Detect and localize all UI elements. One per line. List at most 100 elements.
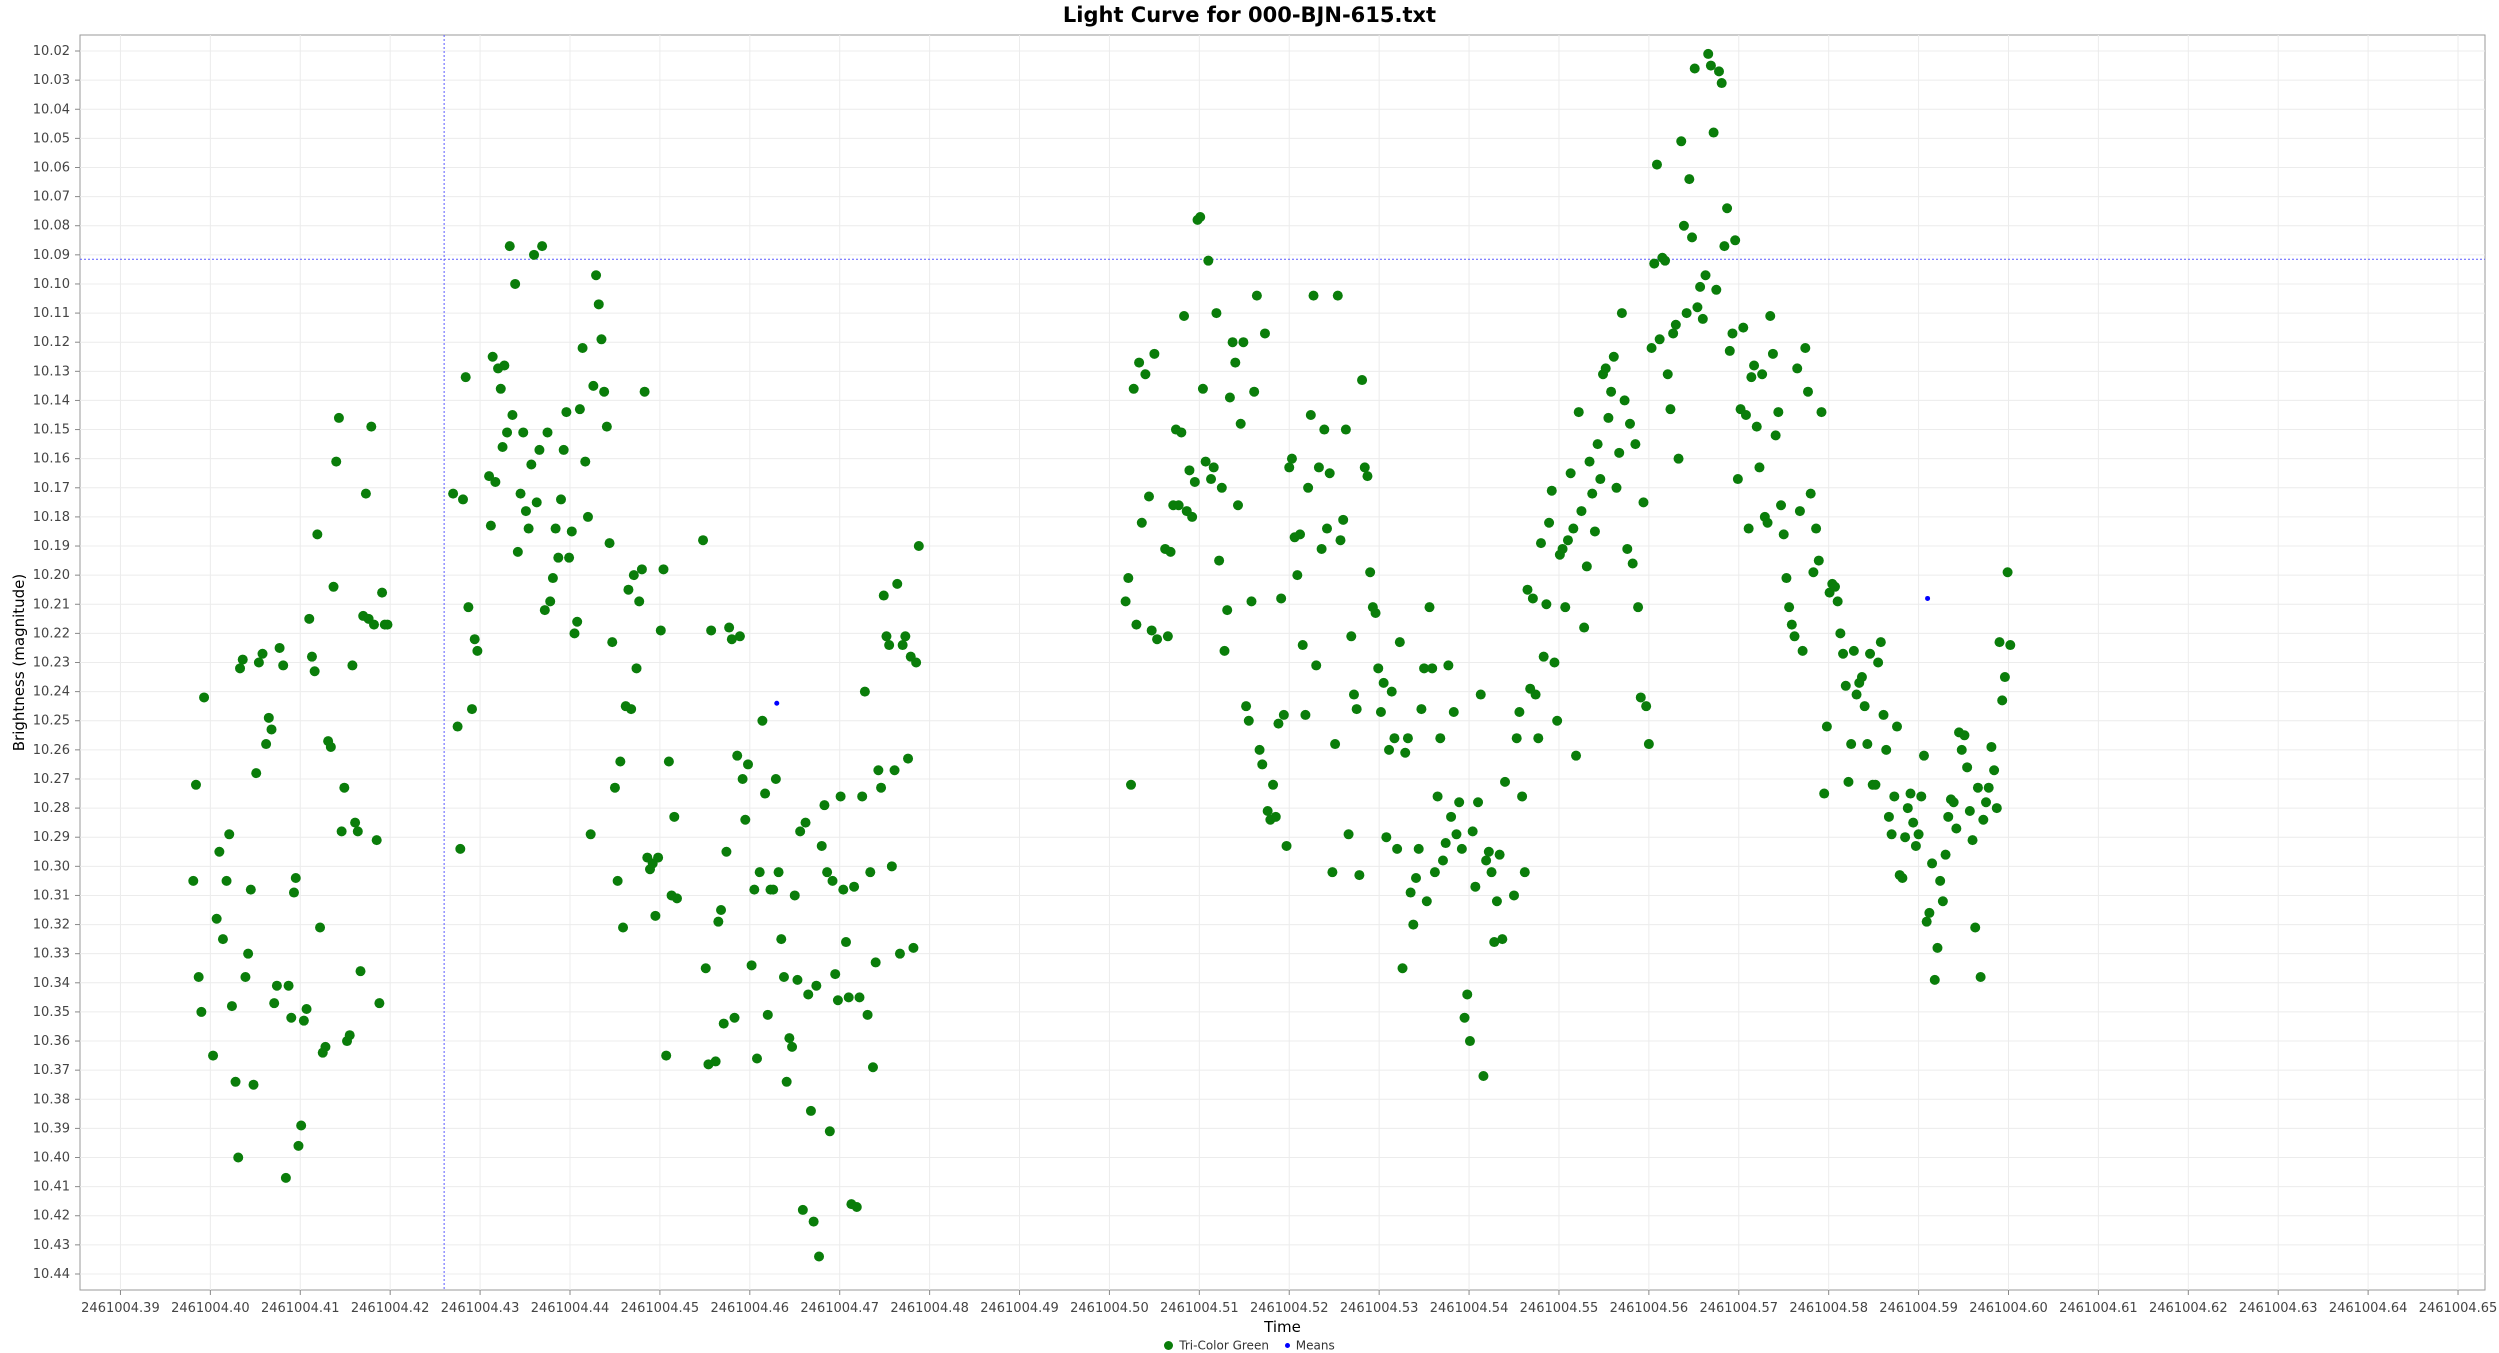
y-tick-label: 10.26 [33,743,70,758]
y-tick-label: 10.44 [33,1267,70,1282]
data-point [1999,672,2010,683]
data-point [1538,651,1549,662]
x-tick-label: 2461004.60 [1969,1301,2048,1316]
data-point [1881,744,1892,755]
x-tick-label: 2461004.65 [2419,1301,2498,1316]
data-point [1784,602,1795,613]
data-point [1429,867,1440,878]
data-point [271,980,282,991]
x-tick-label: 2461004.45 [621,1301,700,1316]
data-point [1343,829,1354,840]
data-point [1808,567,1819,578]
data-point [1230,357,1241,368]
x-tick-label: 2461004.52 [1250,1301,1329,1316]
data-point [1219,645,1230,656]
data-point [1662,369,1673,380]
data-point [1514,707,1525,718]
x-tick-label: 2461004.48 [890,1301,969,1316]
data-point [740,814,751,825]
data-point [718,1018,729,1029]
data-point [1346,631,1357,642]
data-point [721,846,732,857]
data-point [1751,421,1762,432]
x-tick-label: 2461004.42 [351,1301,430,1316]
data-point [553,552,564,563]
y-tick-label: 10.10 [33,277,70,292]
data-point [1351,704,1362,715]
data-point [1878,709,1889,720]
data-point [1197,383,1208,394]
data-point [1875,637,1886,648]
data-point [537,241,548,252]
data-point [580,456,591,467]
data-point [1340,424,1351,435]
data-point [1211,308,1222,319]
data-point [1446,811,1457,822]
data-point [301,1004,312,1015]
data-point [1829,581,1840,592]
data-point [556,494,566,505]
data-point [1402,733,1413,744]
data-point [458,494,469,505]
data-point [263,712,274,723]
data-point [1557,543,1568,554]
data-point [1411,872,1422,883]
y-tick-label: 10.20 [33,568,70,583]
data-point [653,852,664,863]
data-point [1565,468,1576,479]
y-tick-label: 10.33 [33,947,70,962]
data-point [1451,829,1462,840]
data-point [1778,529,1789,540]
data-point [585,829,596,840]
data-point [484,471,495,482]
data-point [1959,730,1970,741]
data-point [1392,843,1403,854]
data-point [1475,689,1486,700]
data-point [1743,523,1754,534]
data-point [751,1053,762,1064]
data-point [830,969,841,980]
data-point [1262,806,1273,817]
y-tick-label: 10.40 [33,1151,70,1166]
data-point [1848,645,1859,656]
data-point [523,523,534,534]
data-point [1464,1036,1475,1047]
data-point [1989,765,2000,776]
data-point [226,1001,237,1012]
data-point [1335,535,1346,546]
x-tick-label: 2461004.61 [2059,1301,2138,1316]
data-point [1421,896,1432,907]
data-point [1641,701,1652,712]
y-tick-label: 10.15 [33,423,70,438]
data-point [507,409,518,420]
data-point [1754,462,1765,473]
data-point [1805,488,1816,499]
data-point [849,881,860,892]
data-point [1716,78,1727,89]
y-tick-label: 10.24 [33,685,70,700]
data-point [469,634,480,645]
y-tick-label: 10.03 [33,73,70,88]
y-tick-label: 10.29 [33,830,70,845]
data-point [1489,937,1500,948]
data-point [1749,360,1760,371]
y-tick-label: 10.14 [33,393,70,408]
data-point [1549,657,1560,668]
data-point [1470,881,1481,892]
data-point [1427,663,1438,674]
data-point [588,380,599,391]
data-point [1908,817,1919,828]
data-point [1927,858,1938,869]
data-point [199,692,210,703]
data-point [1416,704,1427,715]
data-point [1517,791,1528,802]
data-point [1235,418,1246,429]
data-point [1216,482,1227,493]
data-point [1964,806,1975,817]
data-point [1770,430,1781,441]
data-point [1592,439,1603,450]
data-point [1616,308,1627,319]
data-point [1978,814,1989,825]
data-point [1608,351,1619,362]
